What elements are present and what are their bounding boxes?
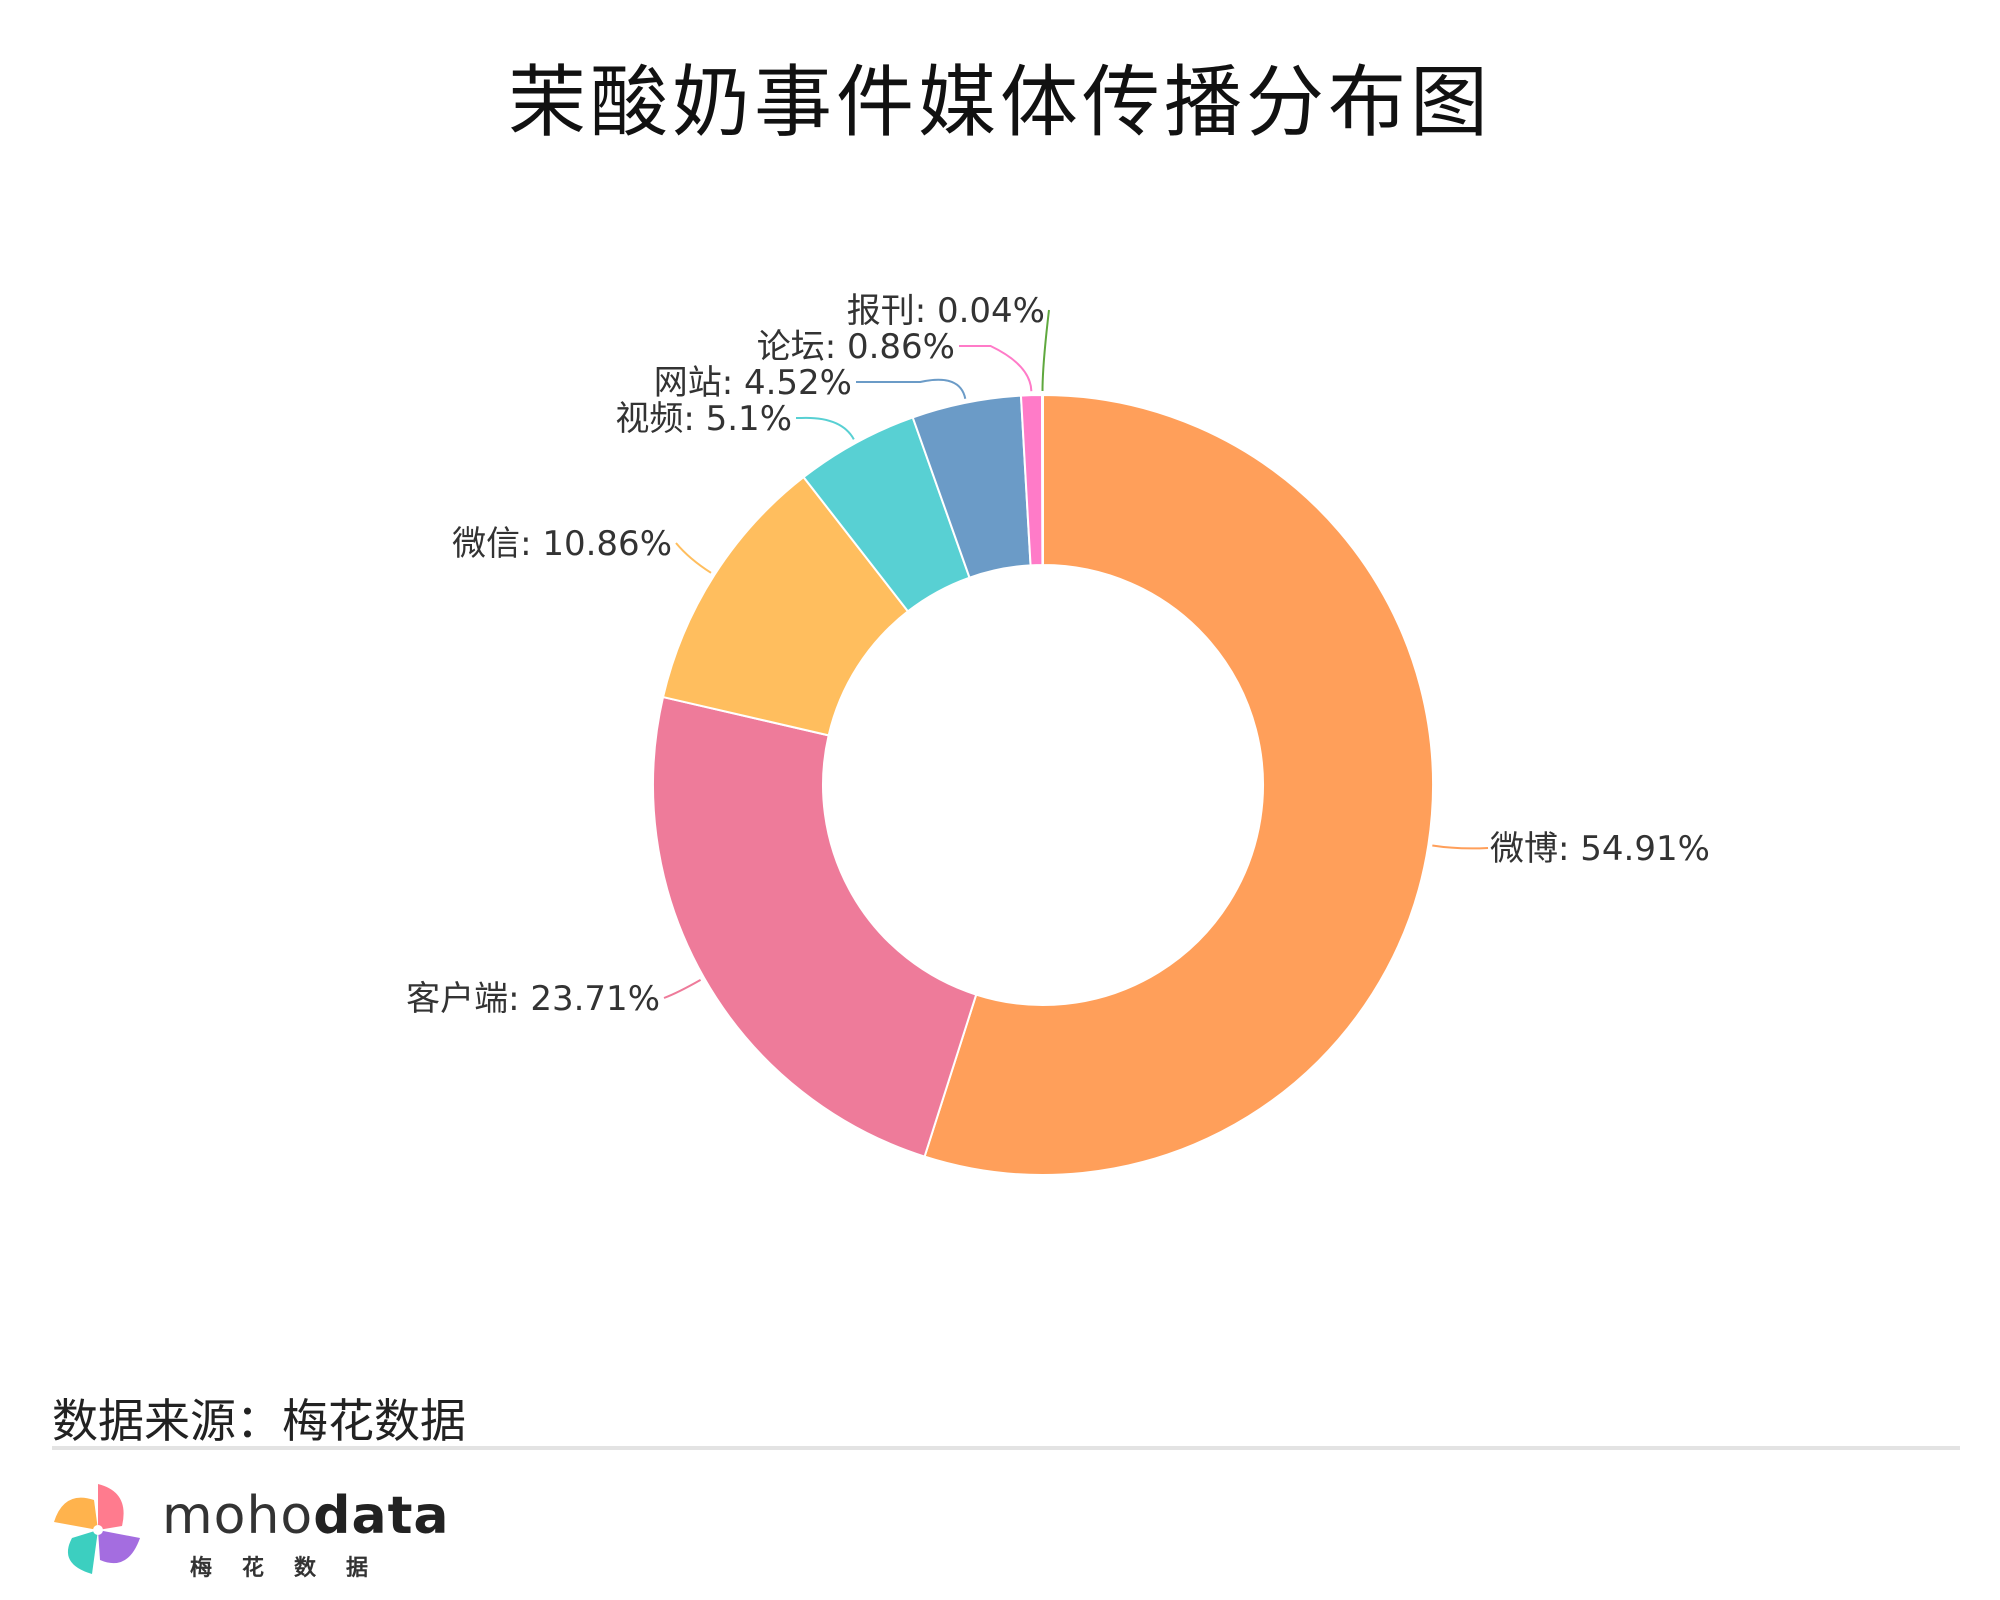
data-source: 数据来源：梅花数据 xyxy=(52,1394,466,1448)
leader-line-4 xyxy=(856,378,967,399)
slices-layer xyxy=(652,393,1434,1176)
slice-labels-layer: 微博: 54.91% 客户端: 23.71% 微信: 10.86% 视频: 5.1%网… xyxy=(406,291,1710,1019)
leader-lines-layer xyxy=(663,309,1489,999)
chart-title: 茉酸奶事件媒体传播分布图 xyxy=(507,58,1492,148)
brand-name-part-b: data xyxy=(313,1486,450,1546)
slice-label-1: 客户端: 23.71% xyxy=(406,979,660,1019)
slice-1 xyxy=(652,695,978,1158)
divider xyxy=(52,1446,1960,1450)
leader-line-3 xyxy=(796,416,855,440)
slice-label-6: 报刊: 0.04% xyxy=(847,291,1045,331)
slice-0 xyxy=(923,393,1434,1176)
mohodata-logo: mohodata 梅花数据 xyxy=(48,1480,450,1581)
slice-label-3: 视频: 5.1% xyxy=(615,399,792,439)
slice-label-5: 论坛: 0.86% xyxy=(757,327,955,367)
leader-line-5 xyxy=(959,345,1033,392)
slice-6 xyxy=(1041,393,1044,567)
leader-line-1 xyxy=(663,979,702,999)
leader-line-0 xyxy=(1432,844,1489,850)
slice-label-2: 微信: 10.86% xyxy=(452,524,672,564)
leader-line-6 xyxy=(1041,309,1050,392)
slice-label-4: 网站: 4.52% xyxy=(654,363,852,403)
brand-cn-name: 梅花数据 xyxy=(190,1556,399,1581)
leader-line-2 xyxy=(675,542,712,574)
brand-name: mohodata xyxy=(162,1486,450,1546)
brand-name-part-a: moho xyxy=(162,1486,314,1546)
pinwheel-icon xyxy=(54,1484,140,1574)
slice-label-0: 微博: 54.91% xyxy=(1490,829,1710,869)
